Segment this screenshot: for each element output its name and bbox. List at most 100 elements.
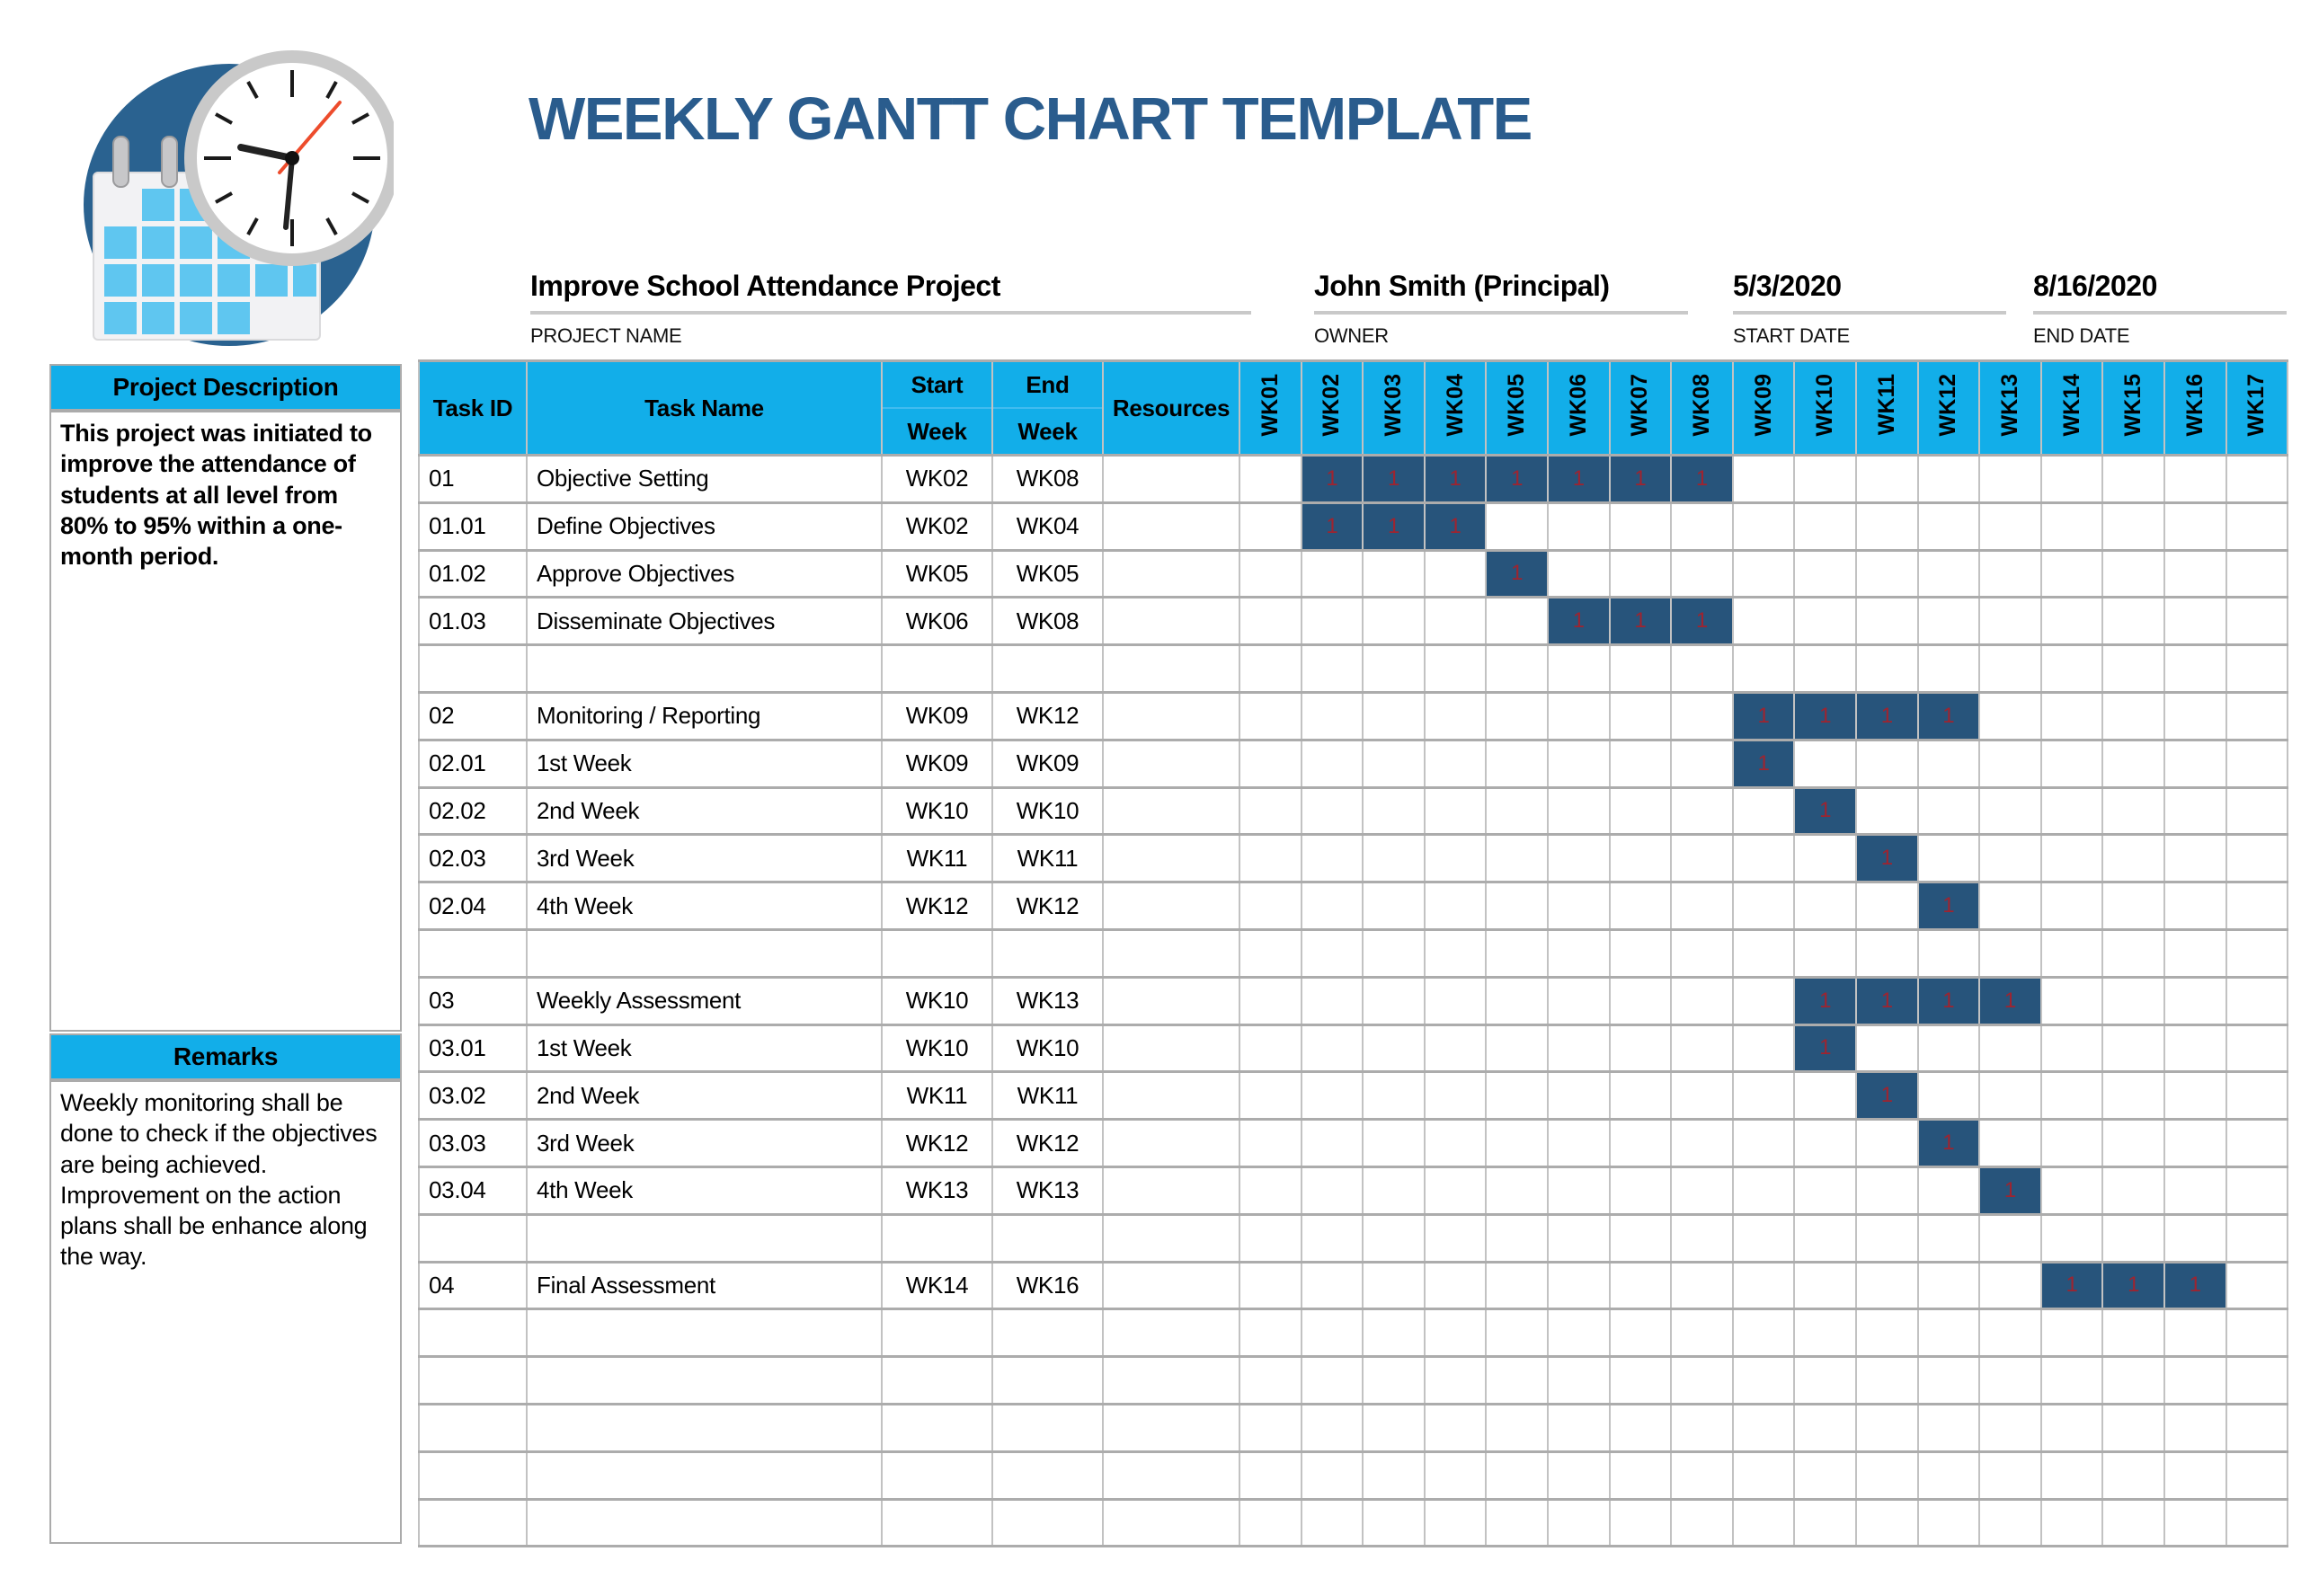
task-name-cell[interactable]: Objective Setting bbox=[526, 454, 883, 504]
week-cell[interactable] bbox=[1916, 548, 1981, 599]
week-cell[interactable] bbox=[1978, 833, 2042, 884]
week-cell[interactable] bbox=[1546, 690, 1611, 741]
week-cell[interactable] bbox=[1300, 927, 1364, 979]
week-cell[interactable] bbox=[2163, 1023, 2227, 1074]
week-cell[interactable] bbox=[2101, 643, 2165, 694]
week-cell[interactable] bbox=[2163, 1355, 2227, 1405]
week-cell[interactable] bbox=[1300, 690, 1364, 741]
week-cell[interactable] bbox=[2225, 501, 2289, 552]
week-cell[interactable] bbox=[1423, 690, 1488, 741]
week-cell[interactable] bbox=[2163, 690, 2227, 741]
week-cell[interactable] bbox=[2163, 596, 2227, 647]
week-cell[interactable] bbox=[1916, 1355, 1981, 1405]
resources-cell[interactable] bbox=[1102, 501, 1240, 552]
end-week-cell[interactable]: WK11 bbox=[991, 833, 1104, 884]
week-cell[interactable] bbox=[2101, 785, 2165, 837]
week-cell[interactable] bbox=[1546, 975, 1611, 1026]
week-cell[interactable] bbox=[1300, 1497, 1364, 1548]
week-cell[interactable] bbox=[1608, 501, 1673, 552]
week-cell[interactable] bbox=[2039, 1165, 2104, 1216]
week-cell[interactable] bbox=[2225, 1260, 2289, 1311]
gantt-bar-cell[interactable]: 1 bbox=[1608, 454, 1673, 504]
week-cell[interactable] bbox=[1485, 975, 1549, 1026]
week-cell[interactable] bbox=[1423, 1212, 1488, 1264]
week-cell[interactable] bbox=[1423, 785, 1488, 837]
week-cell[interactable] bbox=[1362, 596, 1426, 647]
task-id-cell[interactable]: 02.01 bbox=[418, 738, 528, 789]
week-cell[interactable] bbox=[2225, 785, 2289, 837]
week-cell[interactable] bbox=[1485, 1308, 1549, 1359]
week-cell[interactable] bbox=[2163, 548, 2227, 599]
week-cell[interactable] bbox=[1239, 1355, 1302, 1405]
gantt-bar-cell[interactable]: 1 bbox=[1423, 501, 1488, 552]
week-cell[interactable] bbox=[2225, 1212, 2289, 1264]
week-cell[interactable] bbox=[1608, 1308, 1673, 1359]
week-cell[interactable] bbox=[1916, 1308, 1981, 1359]
week-cell[interactable] bbox=[1362, 1212, 1426, 1264]
week-cell[interactable] bbox=[1916, 454, 1981, 504]
week-cell[interactable] bbox=[1362, 881, 1426, 931]
week-cell[interactable] bbox=[1239, 1212, 1302, 1264]
week-cell[interactable] bbox=[1670, 1497, 1734, 1548]
task-id-cell[interactable]: 03 bbox=[418, 975, 528, 1026]
week-cell[interactable] bbox=[1854, 1260, 1919, 1311]
week-cell[interactable] bbox=[2039, 1402, 2104, 1453]
week-cell[interactable] bbox=[1978, 785, 2042, 837]
task-name-cell[interactable]: 1st Week bbox=[526, 738, 883, 789]
week-cell[interactable] bbox=[1916, 927, 1981, 979]
week-cell[interactable] bbox=[2101, 1450, 2165, 1501]
week-cell[interactable] bbox=[1793, 927, 1857, 979]
week-cell[interactable] bbox=[1239, 643, 1302, 694]
week-cell[interactable] bbox=[1916, 643, 1981, 694]
end-week-cell[interactable] bbox=[991, 1450, 1104, 1501]
week-cell[interactable] bbox=[1731, 1118, 1796, 1168]
week-cell[interactable] bbox=[2163, 975, 2227, 1026]
project-name-value[interactable]: Improve School Attendance Project bbox=[530, 270, 1000, 302]
week-cell[interactable] bbox=[1978, 1497, 2042, 1548]
resources-cell[interactable] bbox=[1102, 1165, 1240, 1216]
week-cell[interactable] bbox=[1423, 975, 1488, 1026]
task-id-cell[interactable] bbox=[418, 1402, 528, 1453]
end-week-cell[interactable] bbox=[991, 643, 1104, 694]
week-cell[interactable] bbox=[1854, 548, 1919, 599]
week-cell[interactable] bbox=[2039, 548, 2104, 599]
week-cell[interactable] bbox=[1546, 1165, 1611, 1216]
week-cell[interactable] bbox=[1423, 643, 1488, 694]
week-cell[interactable] bbox=[1362, 1118, 1426, 1168]
gantt-bar-cell[interactable]: 1 bbox=[2101, 1260, 2165, 1311]
week-cell[interactable] bbox=[1239, 927, 1302, 979]
start-week-cell[interactable] bbox=[881, 927, 993, 979]
task-name-cell[interactable]: Final Assessment bbox=[526, 1260, 883, 1311]
week-cell[interactable] bbox=[1916, 1402, 1981, 1453]
week-cell[interactable] bbox=[2039, 643, 2104, 694]
week-cell[interactable] bbox=[1485, 690, 1549, 741]
week-cell[interactable] bbox=[1731, 785, 1796, 837]
week-cell[interactable] bbox=[1423, 1118, 1488, 1168]
week-cell[interactable] bbox=[1300, 975, 1364, 1026]
week-cell[interactable] bbox=[1978, 596, 2042, 647]
start-week-cell[interactable]: WK06 bbox=[881, 596, 993, 647]
resources-cell[interactable] bbox=[1102, 785, 1240, 837]
week-cell[interactable] bbox=[1608, 1023, 1673, 1074]
week-cell[interactable] bbox=[1300, 596, 1364, 647]
week-cell[interactable] bbox=[1485, 1118, 1549, 1168]
week-cell[interactable] bbox=[1793, 1165, 1857, 1216]
week-cell[interactable] bbox=[1978, 1308, 2042, 1359]
resources-cell[interactable] bbox=[1102, 833, 1240, 884]
resources-cell[interactable] bbox=[1102, 548, 1240, 599]
gantt-bar-cell[interactable]: 1 bbox=[1916, 1118, 1981, 1168]
week-cell[interactable] bbox=[1916, 1450, 1981, 1501]
end-week-cell[interactable]: WK10 bbox=[991, 785, 1104, 837]
week-cell[interactable] bbox=[1423, 1308, 1488, 1359]
week-cell[interactable] bbox=[2039, 501, 2104, 552]
task-name-cell[interactable] bbox=[526, 927, 883, 979]
week-cell[interactable] bbox=[2101, 738, 2165, 789]
week-cell[interactable] bbox=[1608, 1450, 1673, 1501]
week-cell[interactable] bbox=[1670, 1070, 1734, 1122]
week-cell[interactable] bbox=[2163, 738, 2227, 789]
week-cell[interactable] bbox=[1300, 1070, 1364, 1122]
week-cell[interactable] bbox=[1854, 501, 1919, 552]
week-cell[interactable] bbox=[2039, 881, 2104, 931]
gantt-bar-cell[interactable]: 1 bbox=[1546, 454, 1611, 504]
start-week-cell[interactable]: WK11 bbox=[881, 833, 993, 884]
